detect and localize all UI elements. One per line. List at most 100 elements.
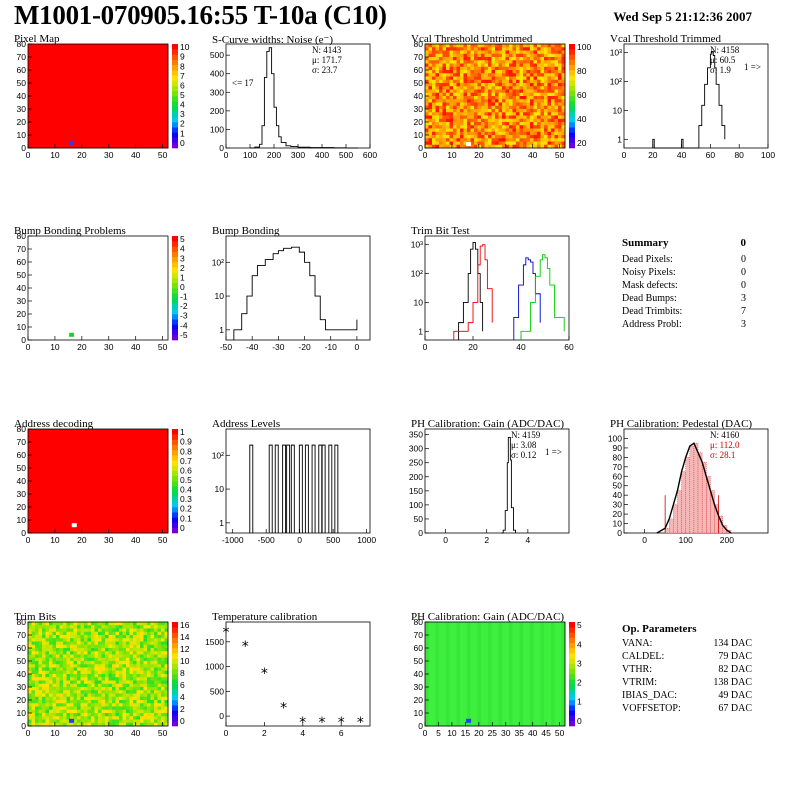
heatmap-cell xyxy=(109,135,113,139)
heatmap-cell xyxy=(112,83,116,87)
heatmap-cell xyxy=(432,51,436,55)
heatmap-cell xyxy=(144,96,148,100)
heatmap-cell xyxy=(67,445,71,449)
heatmap-cell xyxy=(39,458,43,462)
heatmap-cell xyxy=(28,642,32,646)
heatmap-cell xyxy=(102,514,106,518)
heatmap-cell xyxy=(95,635,99,639)
heatmap-cell xyxy=(95,439,99,443)
heatmap-cell xyxy=(109,67,113,71)
heatmap-cell xyxy=(478,125,482,129)
heatmap-cell xyxy=(502,103,506,107)
heatmap-cell xyxy=(147,125,151,129)
heatmap-cell xyxy=(102,523,106,527)
heatmap-cell xyxy=(49,504,53,508)
heatmap-cell xyxy=(523,90,527,94)
heatmap-cell xyxy=(70,638,74,642)
heatmap-cell xyxy=(88,520,92,524)
heatmap-cell xyxy=(32,449,36,453)
heatmap-cell xyxy=(432,129,436,133)
heatmap-cell xyxy=(534,138,538,142)
heatmap-cell xyxy=(56,713,60,717)
heatmap-cell xyxy=(49,465,53,469)
heatmap-cell xyxy=(147,523,151,527)
heatmap-cell xyxy=(502,70,506,74)
heatmap-cell xyxy=(84,501,88,505)
heatmap-cell xyxy=(84,674,88,678)
heatmap-cell xyxy=(161,47,165,51)
heatmap-cell xyxy=(95,445,99,449)
heatmap-cell xyxy=(558,80,562,84)
heatmap-cell xyxy=(74,445,78,449)
heatmap-cell xyxy=(98,112,102,116)
heatmap-cell xyxy=(102,491,106,495)
heatmap-cell xyxy=(53,125,57,129)
heatmap-cell xyxy=(60,658,64,662)
heatmap-cell xyxy=(126,80,130,84)
heatmap-cell xyxy=(499,103,503,107)
heatmap-cell xyxy=(527,142,531,146)
heatmap-cell xyxy=(98,138,102,142)
heatmap-cell xyxy=(81,642,85,646)
heatmap-cell xyxy=(432,103,436,107)
heatmap-cell xyxy=(105,70,109,74)
heatmap-cell xyxy=(32,436,36,440)
heatmap-cell xyxy=(88,491,92,495)
heatmap-cell xyxy=(84,116,88,120)
heatmap-cell xyxy=(77,132,81,136)
y-tick-label: 20 xyxy=(613,509,623,519)
heatmap-cell xyxy=(429,93,433,97)
heatmap-cell xyxy=(28,527,32,531)
plot-frame xyxy=(226,44,370,148)
heatmap-cell xyxy=(119,504,123,508)
heatmap-cell xyxy=(161,67,165,71)
heatmap-cell xyxy=(42,690,46,694)
heatmap-cell xyxy=(56,625,60,629)
y-tick-label: 30 xyxy=(17,104,27,114)
heatmap-cell xyxy=(425,86,429,90)
heatmap-cell xyxy=(541,77,545,81)
heatmap-cell xyxy=(151,116,155,120)
heatmap-cell xyxy=(39,697,43,701)
heatmap-cell xyxy=(154,501,158,505)
y-tick-label: 0 xyxy=(219,143,224,153)
heatmap-cell xyxy=(534,70,538,74)
heatmap-cell xyxy=(102,73,106,77)
heatmap-cell xyxy=(133,478,137,482)
heatmap-cell xyxy=(42,504,46,508)
heatmap-cell xyxy=(450,103,454,107)
color-scale-bin xyxy=(569,75,575,81)
heatmap-cell xyxy=(63,93,67,97)
stat-text: N: 4159 xyxy=(511,430,541,440)
heatmap-cell xyxy=(28,436,32,440)
heatmap-cell xyxy=(67,687,71,691)
heatmap-cell xyxy=(429,47,433,51)
heatmap-cell xyxy=(28,651,32,655)
stat-text: μ: 60.5 xyxy=(710,55,736,65)
heatmap-cell xyxy=(105,138,109,142)
heatmap-cell xyxy=(56,520,60,524)
heatmap-cell xyxy=(81,690,85,694)
y-tick-label: 60 xyxy=(414,65,424,75)
x-tick-label: 200 xyxy=(720,535,734,545)
heatmap-cell xyxy=(49,684,53,688)
heatmap-cell xyxy=(158,481,162,485)
heatmap-cell xyxy=(537,116,541,120)
heatmap-cell xyxy=(130,507,134,511)
heatmap-cell xyxy=(98,57,102,61)
heatmap-cell xyxy=(74,645,78,649)
heatmap-cell xyxy=(460,67,464,71)
heatmap-cell xyxy=(112,449,116,453)
heatmap-cell xyxy=(460,86,464,90)
plot-frame xyxy=(624,44,768,148)
heatmap-cell xyxy=(450,57,454,61)
heatmap-cell xyxy=(112,103,116,107)
heatmap-cell xyxy=(56,57,60,61)
heatmap-cell xyxy=(523,112,527,116)
heatmap-cell xyxy=(32,622,36,626)
heatmap-cell xyxy=(161,80,165,84)
heatmap-cell xyxy=(144,64,148,68)
heatmap-cell xyxy=(84,484,88,488)
heatmap-cell xyxy=(123,484,127,488)
heatmap-cell xyxy=(39,116,43,120)
